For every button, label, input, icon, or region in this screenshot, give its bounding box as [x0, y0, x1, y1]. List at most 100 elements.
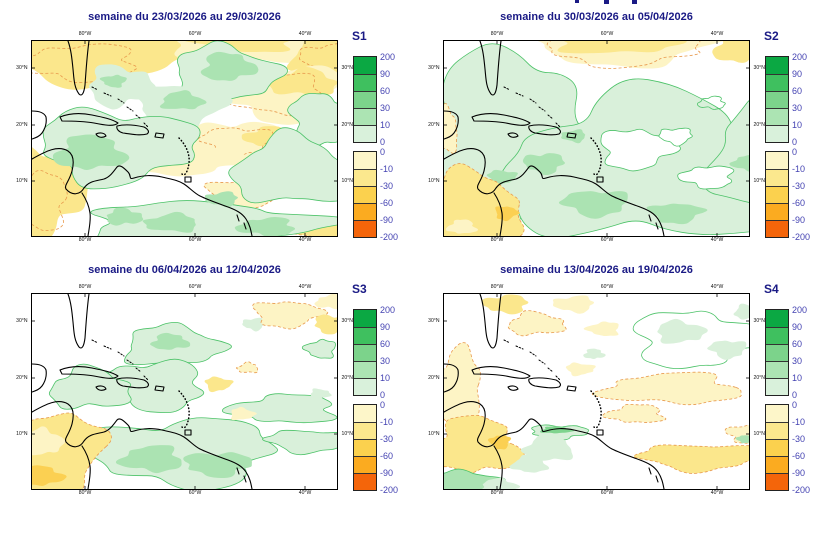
frame-ticks — [444, 41, 749, 236]
forecast-panel-s4: semaine du 13/04/2026 au 19/04/2026 S4 8… — [412, 253, 824, 503]
colorbar-tick-label: -60 — [792, 451, 806, 461]
map-canvas — [31, 293, 338, 490]
colorbar-segment — [354, 57, 376, 74]
latitude-tick-label: 20°N — [428, 122, 440, 128]
colorbar-tick-label: -10 — [380, 164, 394, 174]
latitude-tick-label: 20°N — [16, 375, 28, 381]
colorbar-segment — [354, 456, 376, 473]
latitude-tick-label: 20°N — [753, 122, 765, 128]
map-canvas — [31, 40, 338, 237]
colorbar-negative — [353, 404, 377, 491]
colorbar-segment — [766, 108, 788, 125]
colorbar-segment — [766, 220, 788, 237]
latitude-tick-label: 10°N — [16, 431, 28, 437]
longitude-tick-label: 80°W — [78, 490, 92, 496]
colorbar-segment — [766, 152, 788, 169]
colorbar-segment — [354, 378, 376, 395]
colorbar-tick-label: -60 — [380, 198, 394, 208]
colorbar-negative — [353, 151, 377, 238]
colorbar-segment — [354, 310, 376, 327]
colorbar-segment — [354, 91, 376, 108]
colorbar-negative — [765, 404, 789, 491]
colorbar-positive — [765, 56, 789, 143]
colorbar-tick-label: 60 — [792, 86, 803, 96]
colorbar-segment — [354, 220, 376, 237]
longitude-tick-label: 60°W — [600, 31, 614, 37]
longitude-tick-label: 60°W — [600, 237, 614, 243]
colorbar-segment — [766, 74, 788, 91]
legend-label: S3 — [352, 282, 367, 296]
latitude-tick-label: 20°N — [341, 122, 353, 128]
latitude-tick-label: 30°N — [341, 65, 353, 71]
colorbar-segment — [766, 186, 788, 203]
longitude-tick-label: 80°W — [490, 284, 504, 290]
colorbar-segment — [354, 125, 376, 142]
colorbar-positive — [353, 56, 377, 143]
colorbar-tick-label: 90 — [792, 69, 803, 79]
colorbar-segment — [354, 344, 376, 361]
longitude-tick-label: 40°W — [298, 31, 312, 37]
longitude-tick-label: 60°W — [188, 284, 202, 290]
colorbar-segment — [354, 439, 376, 456]
colorbar-segment — [354, 327, 376, 344]
panel-title: semaine du 06/04/2026 au 12/04/2026 — [88, 264, 281, 276]
latitude-tick-label: 20°N — [428, 375, 440, 381]
colorbar-tick-label: -90 — [792, 215, 806, 225]
colorbar-tick-label: 60 — [792, 339, 803, 349]
colorbar-tick-label: 30 — [792, 103, 803, 113]
colorbar-tick-label: -200 — [792, 485, 811, 495]
colorbar-tick-label: 0 — [792, 390, 798, 400]
colorbar-tick-label: 30 — [380, 103, 391, 113]
colorbar-segment — [766, 91, 788, 108]
colorbar-tick-label: 60 — [380, 339, 391, 349]
colorbar-positive — [353, 309, 377, 396]
anomaly-map-s3 — [32, 294, 337, 489]
latitude-tick-label: 30°N — [341, 318, 353, 324]
colorbar-tick-label: -30 — [380, 434, 394, 444]
colorbar-segment — [354, 152, 376, 169]
longitude-tick-label: 40°W — [298, 490, 312, 496]
colorbar-tick-label: 200 — [792, 305, 808, 315]
legend-label: S1 — [352, 29, 367, 43]
colorbar-tick-label: 30 — [792, 356, 803, 366]
colorbar-tick-label: 10 — [792, 373, 803, 383]
colorbar-segment — [766, 344, 788, 361]
coastline — [32, 294, 253, 489]
colorbar-segment — [766, 439, 788, 456]
colorbar-segment — [766, 473, 788, 490]
coastline — [32, 41, 253, 236]
frame-ticks — [444, 294, 749, 489]
longitude-tick-label: 80°W — [490, 490, 504, 496]
colorbar-segment — [354, 422, 376, 439]
colorbar-tick-label: 0 — [380, 400, 386, 410]
colorbar-tick-label: -200 — [380, 232, 399, 242]
map-canvas — [443, 293, 750, 490]
colorbar-segment — [766, 310, 788, 327]
colorbar-tick-label: -200 — [792, 232, 811, 242]
latitude-tick-label: 20°N — [16, 122, 28, 128]
panel-title: semaine du 23/03/2026 au 29/03/2026 — [88, 11, 281, 23]
map-canvas — [443, 40, 750, 237]
colorbar-tick-label: 90 — [792, 322, 803, 332]
colorbar-segment — [354, 108, 376, 125]
colorbar-segment — [766, 327, 788, 344]
colorbar-tick-label: 200 — [380, 52, 396, 62]
colorbar-tick-label: 0 — [792, 137, 798, 147]
colorbar-segment — [766, 57, 788, 74]
colorbar-tick-label: -30 — [380, 181, 394, 191]
colorbar-segment — [354, 473, 376, 490]
longitude-tick-label: 60°W — [188, 490, 202, 496]
panel-title: semaine du 30/03/2026 au 05/04/2026 — [500, 11, 693, 23]
latitude-tick-label: 10°N — [428, 178, 440, 184]
longitude-tick-label: 40°W — [710, 284, 724, 290]
latitude-tick-label: 30°N — [753, 318, 765, 324]
colorbar-tick-label: 200 — [380, 305, 396, 315]
latitude-tick-label: 30°N — [753, 65, 765, 71]
colorbar-tick-label: 0 — [380, 137, 386, 147]
colorbar-tick-label: -10 — [380, 417, 394, 427]
forecast-panel-s1: semaine du 23/03/2026 au 29/03/2026 S1 8… — [0, 0, 412, 250]
colorbar-tick-label: -30 — [792, 434, 806, 444]
longitude-tick-label: 40°W — [710, 237, 724, 243]
latitude-tick-label: 30°N — [16, 65, 28, 71]
colorbar-segment — [766, 405, 788, 422]
